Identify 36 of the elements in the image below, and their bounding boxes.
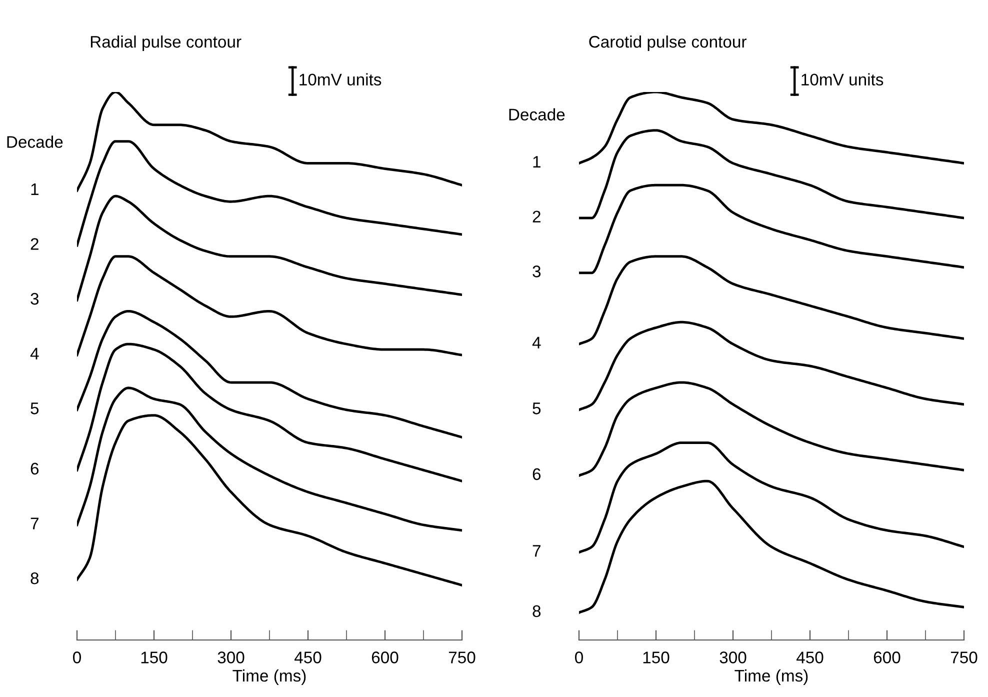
x-tick-label: 600 bbox=[874, 652, 900, 664]
legend-title: Decade bbox=[509, 108, 565, 120]
x-tick-label: 0 bbox=[73, 652, 81, 664]
text: 10mV units bbox=[802, 73, 884, 86]
x-tick-label: 0 bbox=[575, 652, 583, 664]
text: 5 bbox=[30, 402, 39, 414]
x-tick-label: 750 bbox=[950, 652, 978, 664]
text: 4 bbox=[532, 336, 541, 348]
text: 2 bbox=[532, 210, 540, 222]
text: 1 bbox=[31, 183, 38, 195]
chart-title: Radial pulse contour bbox=[90, 35, 242, 52]
x-tick-label: 750 bbox=[448, 652, 476, 664]
text: 6 bbox=[532, 468, 541, 480]
text: 10mV units bbox=[300, 73, 382, 86]
text: 4 bbox=[30, 348, 39, 360]
text: 8 bbox=[532, 605, 541, 618]
x-tick-label: 150 bbox=[141, 652, 168, 664]
x-tick-label: 150 bbox=[643, 652, 670, 664]
x-axis-title: Time (ms) bbox=[232, 669, 306, 685]
text: 2 bbox=[30, 238, 38, 250]
chart-title: Carotid pulse contour bbox=[589, 35, 746, 52]
text: 5 bbox=[532, 402, 541, 414]
text: 1 bbox=[533, 156, 540, 168]
x-tick-label: 450 bbox=[796, 652, 824, 664]
text: 8 bbox=[30, 572, 39, 584]
x-tick-label: 300 bbox=[720, 652, 746, 664]
text: 3 bbox=[532, 266, 541, 278]
x-tick-label: 300 bbox=[218, 652, 244, 664]
x-tick-label: 600 bbox=[372, 652, 398, 664]
text: 7 bbox=[532, 545, 540, 557]
x-tick-label: 450 bbox=[294, 652, 322, 664]
text: 6 bbox=[30, 462, 39, 475]
text: 3 bbox=[30, 292, 39, 305]
text: 7 bbox=[30, 518, 38, 530]
legend-title: Decade bbox=[7, 136, 63, 148]
x-axis-title: Time (ms) bbox=[734, 669, 808, 685]
